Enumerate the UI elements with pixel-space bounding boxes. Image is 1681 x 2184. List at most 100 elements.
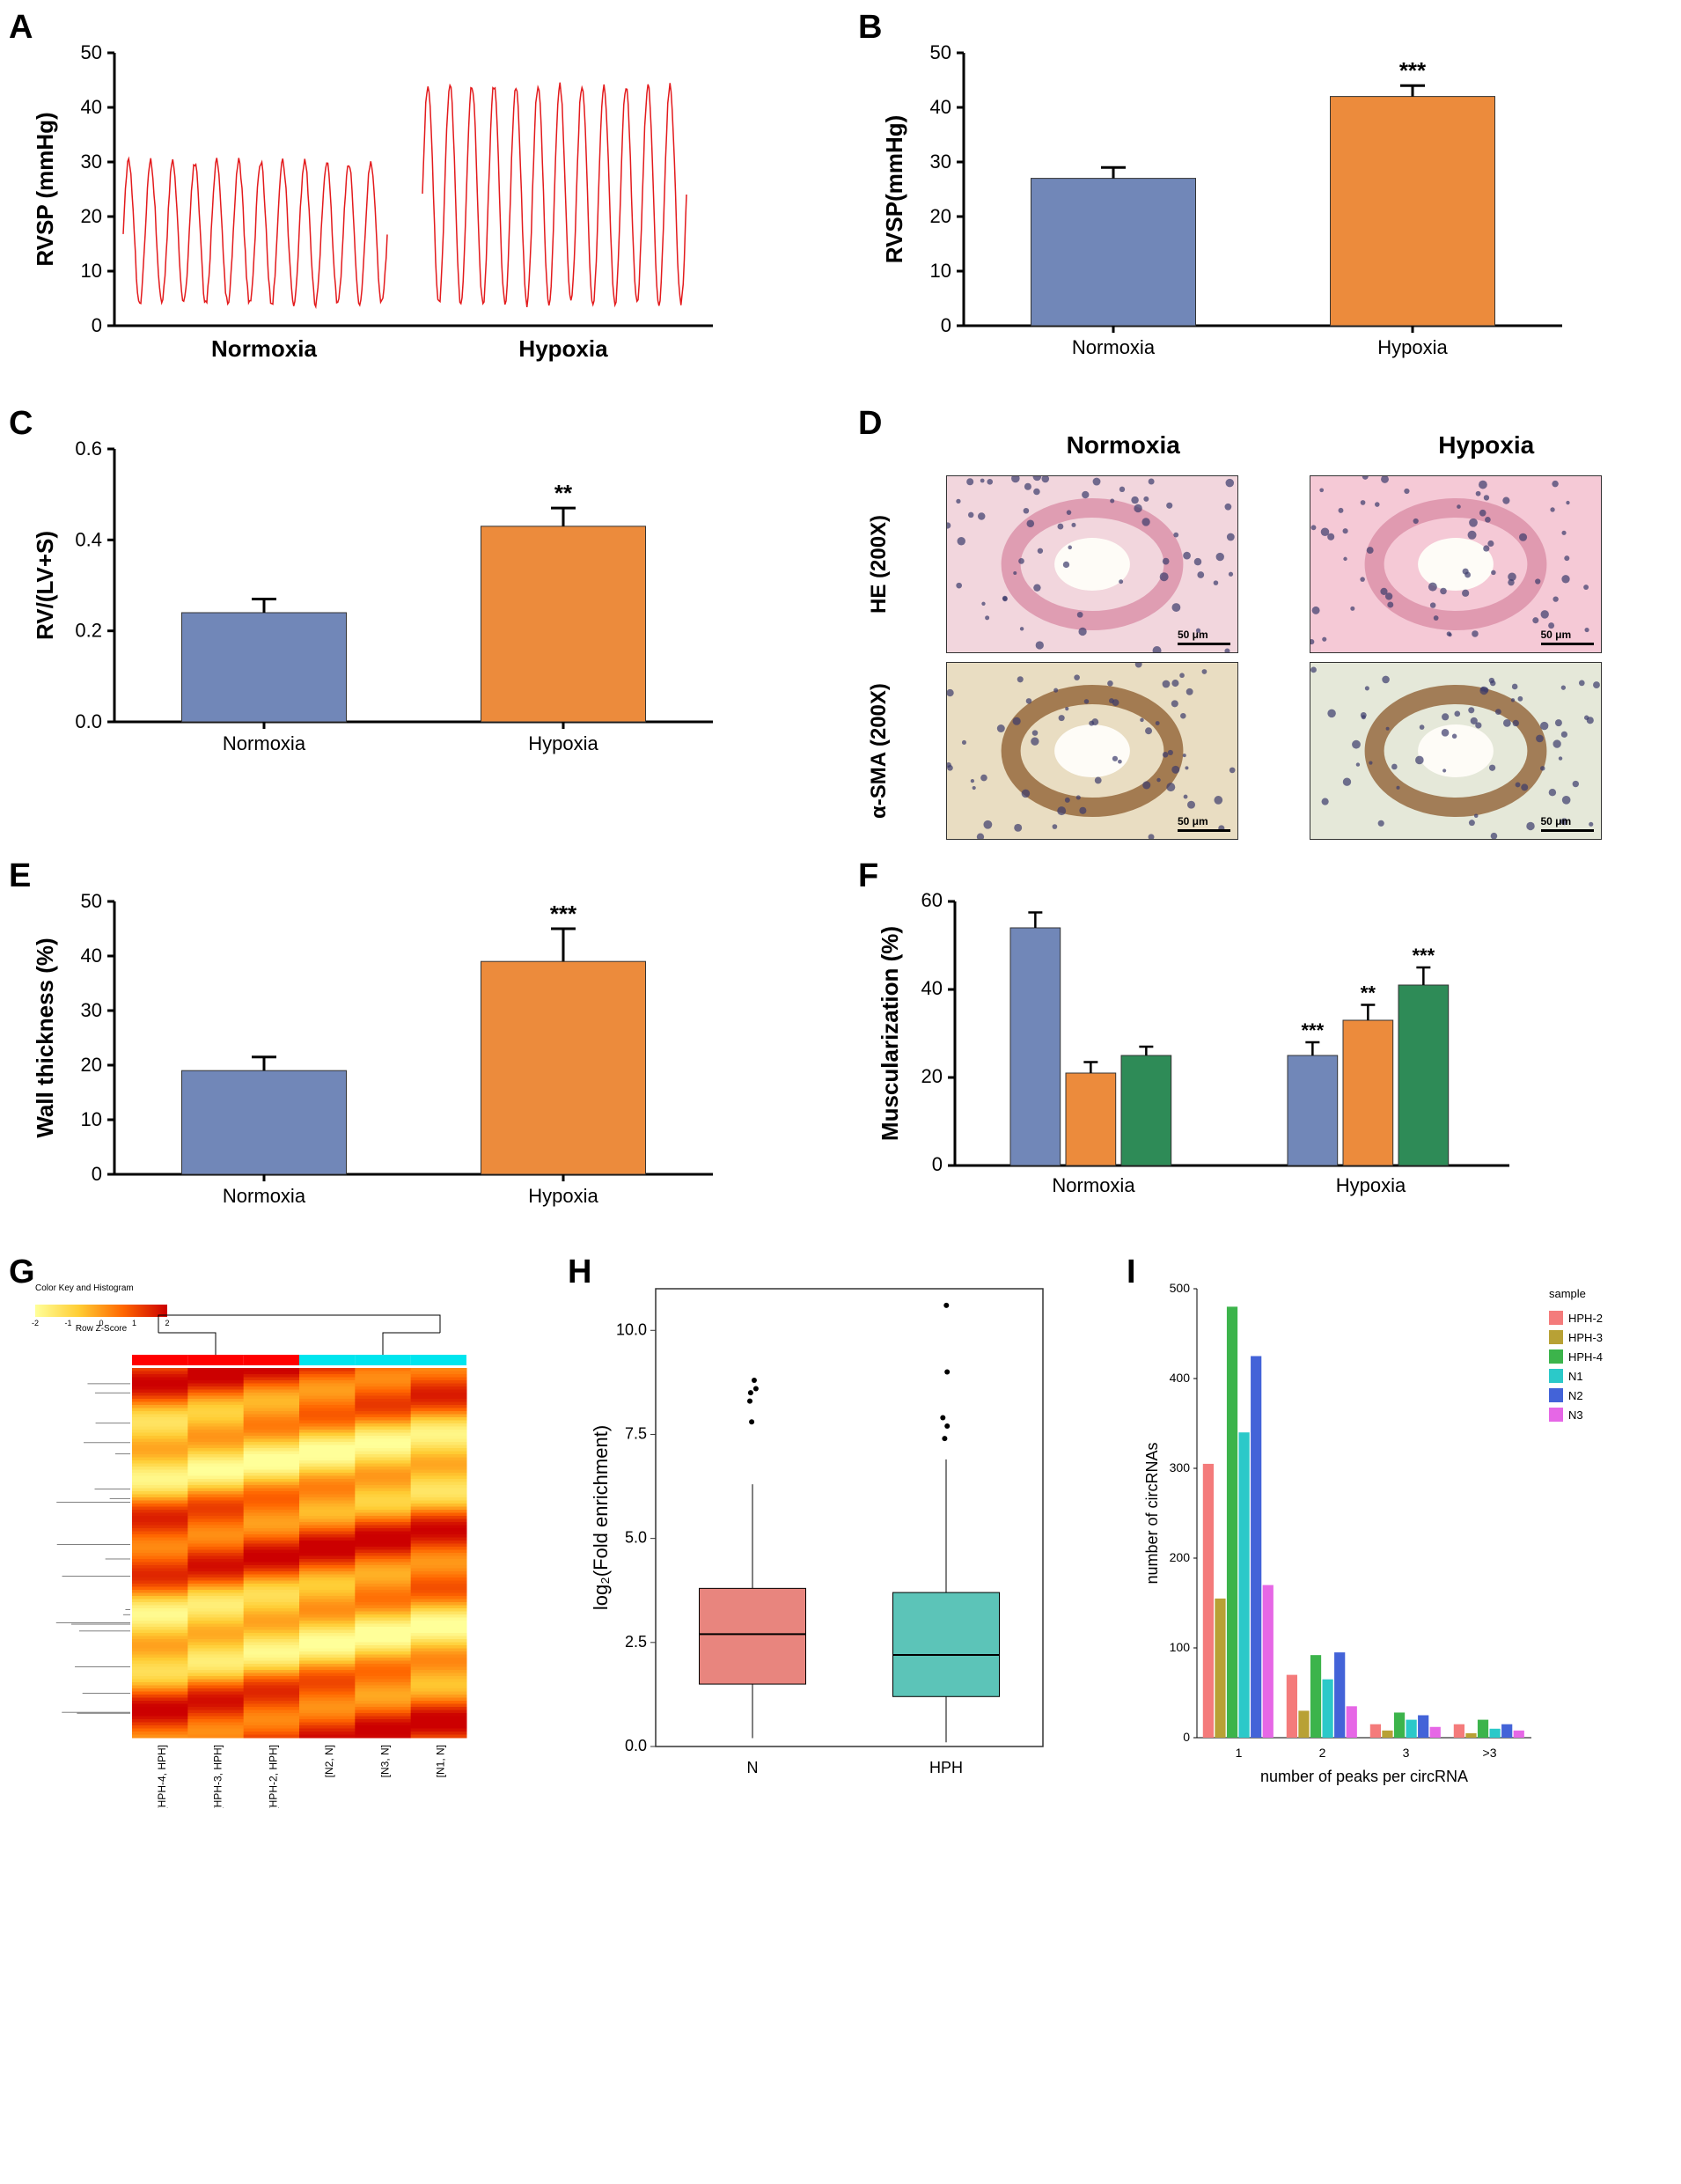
histo-sma-hypoxia: 50 μm [1310, 662, 1602, 840]
histology-grid: Normoxia Hypoxia HE (200X) 50 μm 50 μm α… [867, 414, 1663, 840]
svg-text:HPH: HPH [929, 1759, 963, 1776]
panel-a-label: A [9, 9, 33, 47]
svg-text:3: 3 [1403, 1746, 1410, 1760]
svg-text:sample: sample [1549, 1287, 1586, 1300]
histo-col-hypoxia: Hypoxia [1310, 431, 1664, 467]
svg-text:[HPH-2, HPH]: [HPH-2, HPH] [268, 1745, 280, 1808]
svg-text:5.0: 5.0 [625, 1529, 647, 1547]
panel-i: I 0100200300400500number of circRNAs123>… [1135, 1262, 1663, 1808]
svg-text:number of peaks per circRNA: number of peaks per circRNA [1260, 1768, 1468, 1785]
panel-c: C 0.00.20.40.6RV/(LV+S)NormoxiaHypoxia** [18, 414, 814, 840]
svg-text:Normoxia: Normoxia [223, 732, 306, 754]
svg-text:40: 40 [81, 945, 102, 967]
svg-text:***: *** [550, 901, 577, 927]
svg-text:500: 500 [1170, 1281, 1191, 1295]
panel-h: H 0.02.55.07.510.0log₂(Fold enrichment)N… [576, 1262, 1100, 1808]
svg-text:Color Key and Histogram: Color Key and Histogram [35, 1283, 134, 1293]
svg-text:[N2, N]: [N2, N] [323, 1745, 335, 1777]
svg-text:HPH-2: HPH-2 [1568, 1312, 1603, 1325]
svg-text:RV/(LV+S): RV/(LV+S) [32, 531, 58, 640]
svg-text:Hypoxia: Hypoxia [1377, 336, 1448, 358]
svg-text:**: ** [554, 480, 573, 506]
panel-f-label: F [858, 857, 878, 895]
svg-text:20: 20 [921, 1065, 943, 1087]
he-norm-svg [947, 476, 1237, 652]
svg-text:7.5: 7.5 [625, 1424, 647, 1442]
svg-text:40: 40 [930, 96, 951, 118]
svg-text:Wall thickness (%): Wall thickness (%) [32, 938, 58, 1137]
figure-grid: A 01020304050RVSP (mmHg)NormoxiaHypoxia … [18, 18, 1663, 1808]
svg-text:RVSP(mmHg): RVSP(mmHg) [881, 115, 907, 264]
histo-col-normoxia: Normoxia [946, 431, 1301, 467]
svg-text:1: 1 [132, 1319, 136, 1327]
svg-text:20: 20 [81, 1054, 102, 1076]
panel-h-label: H [568, 1254, 591, 1291]
svg-text:50: 50 [81, 890, 102, 912]
panel-f-chart: 0204060Muscularization (%)Normoxia******… [867, 866, 1536, 1236]
panel-i-chart: 0100200300400500number of circRNAs123>3n… [1135, 1262, 1663, 1808]
svg-text:***: *** [1399, 57, 1427, 84]
he-hyp-svg [1310, 476, 1601, 652]
histo-row-he: HE (200X) [867, 475, 937, 653]
svg-text:0: 0 [92, 314, 102, 336]
svg-text:N3: N3 [1568, 1408, 1583, 1422]
panel-h-chart: 0.02.55.07.510.0log₂(Fold enrichment)NHP… [576, 1262, 1069, 1808]
svg-text:20: 20 [81, 205, 102, 227]
svg-text:-1: -1 [64, 1319, 71, 1327]
svg-text:30: 30 [81, 999, 102, 1021]
svg-text:40: 40 [81, 96, 102, 118]
svg-text:30: 30 [81, 151, 102, 173]
svg-text:Normoxia: Normoxia [1052, 1174, 1135, 1196]
svg-text:Hypoxia: Hypoxia [518, 335, 608, 362]
svg-text:N1: N1 [1568, 1370, 1583, 1383]
svg-text:300: 300 [1170, 1460, 1191, 1474]
svg-text:0.4: 0.4 [75, 528, 102, 550]
svg-text:number of circRNAs: number of circRNAs [1143, 1442, 1161, 1584]
svg-text:0.6: 0.6 [75, 438, 102, 460]
svg-text:0: 0 [932, 1153, 943, 1175]
scalebar: 50 μm [1178, 629, 1230, 645]
svg-text:0.0: 0.0 [625, 1737, 647, 1754]
panel-a: A 01020304050RVSP (mmHg)NormoxiaHypoxia [18, 18, 814, 387]
svg-text:***: *** [1302, 1019, 1325, 1041]
panel-b-label: B [858, 9, 882, 47]
svg-text:2.5: 2.5 [625, 1633, 647, 1651]
svg-text:0: 0 [1183, 1730, 1190, 1744]
svg-text:2: 2 [165, 1319, 169, 1327]
scalebar: 50 μm [1541, 815, 1594, 832]
svg-text:0: 0 [99, 1319, 103, 1327]
svg-text:HPH-3: HPH-3 [1568, 1331, 1603, 1344]
svg-text:**: ** [1361, 982, 1376, 1004]
svg-text:200: 200 [1170, 1550, 1191, 1564]
svg-text:0.2: 0.2 [75, 620, 102, 642]
svg-text:400: 400 [1170, 1371, 1191, 1385]
svg-text:Normoxia: Normoxia [211, 335, 317, 362]
svg-text:Normoxia: Normoxia [223, 1185, 306, 1207]
svg-text:RVSP (mmHg): RVSP (mmHg) [32, 112, 58, 266]
histo-row-sma: α-SMA (200X) [867, 662, 937, 840]
svg-text:50: 50 [81, 41, 102, 63]
svg-text:30: 30 [930, 151, 951, 173]
svg-text:[HPH-4, HPH]: [HPH-4, HPH] [156, 1745, 168, 1808]
svg-text:1: 1 [1236, 1746, 1243, 1760]
svg-text:Hypoxia: Hypoxia [528, 1185, 598, 1207]
svg-text:Normoxia: Normoxia [1072, 336, 1156, 358]
svg-text:10: 10 [81, 1108, 102, 1130]
svg-text:-2: -2 [32, 1319, 39, 1327]
scalebar: 50 μm [1178, 815, 1230, 832]
sma-norm-svg [947, 663, 1237, 839]
panel-e: E 01020304050Wall thickness (%)NormoxiaH… [18, 866, 814, 1236]
svg-text:2: 2 [1319, 1746, 1326, 1760]
panel-i-label: I [1127, 1254, 1136, 1291]
panel-b: B 01020304050RVSP(mmHg)NormoxiaHypoxia**… [867, 18, 1663, 387]
svg-text:10.0: 10.0 [616, 1320, 647, 1338]
panel-e-label: E [9, 857, 31, 895]
panel-f: F 0204060Muscularization (%)Normoxia****… [867, 866, 1663, 1236]
svg-text:0: 0 [941, 314, 951, 336]
svg-text:[N1, N]: [N1, N] [435, 1745, 447, 1777]
scalebar: 50 μm [1541, 629, 1594, 645]
svg-text:Hypoxia: Hypoxia [528, 732, 598, 754]
panel-g: G Color Key and HistogramRow Z-Score-2-1… [18, 1262, 541, 1808]
svg-text:N2: N2 [1568, 1389, 1583, 1402]
svg-text:N: N [747, 1759, 759, 1776]
